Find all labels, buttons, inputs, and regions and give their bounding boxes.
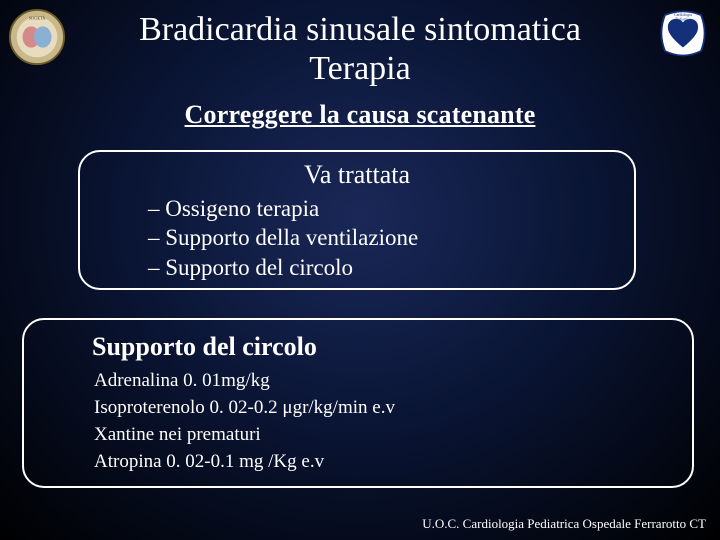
treatment-list: Ossigeno terapia Supporto della ventilaz…: [104, 194, 610, 282]
drug-list: Adrenalina 0. 01mg/kg Isoproterenolo 0. …: [92, 368, 692, 476]
treatment-box-heading: Va trattata: [104, 160, 610, 190]
list-item: Supporto del circolo: [148, 253, 610, 282]
svg-text:Cardiologia: Cardiologia: [674, 13, 692, 17]
svg-text:Pediatrica: Pediatrica: [675, 17, 690, 21]
footer-attribution: U.O.C. Cardiologia Pediatrica Ospedale F…: [422, 516, 706, 532]
drug-row: Adrenalina 0. 01mg/kg: [94, 368, 692, 395]
list-item: Ossigeno terapia: [148, 194, 610, 223]
circulation-support-box: Supporto del circolo Adrenalina 0. 01mg/…: [22, 318, 694, 488]
title-line-1: Bradicardia sinusale sintomatica: [139, 11, 581, 48]
drug-row: Isoproterenolo 0. 02-0.2 μgr/kg/min e.v: [94, 395, 692, 422]
org-logo-right: Cardiologia Pediatrica: [656, 6, 710, 60]
svg-text:SOCIETÀ: SOCIETÀ: [29, 16, 46, 21]
drug-row: Atropina 0. 02-0.1 mg /Kg e.v: [94, 449, 692, 476]
slide-title: Bradicardia sinusale sintomatica Terapia: [0, 0, 720, 88]
title-line-2: Terapia: [309, 50, 410, 87]
list-item: Supporto della ventilazione: [148, 223, 610, 252]
drug-row: Xantine nei prematuri: [94, 422, 692, 449]
action-heading: Correggere la causa scatenante: [0, 100, 720, 130]
circulation-box-heading: Supporto del circolo: [92, 332, 692, 362]
org-logo-left: SOCIETÀ: [8, 8, 66, 66]
treatment-box: Va trattata Ossigeno terapia Supporto de…: [78, 150, 636, 290]
